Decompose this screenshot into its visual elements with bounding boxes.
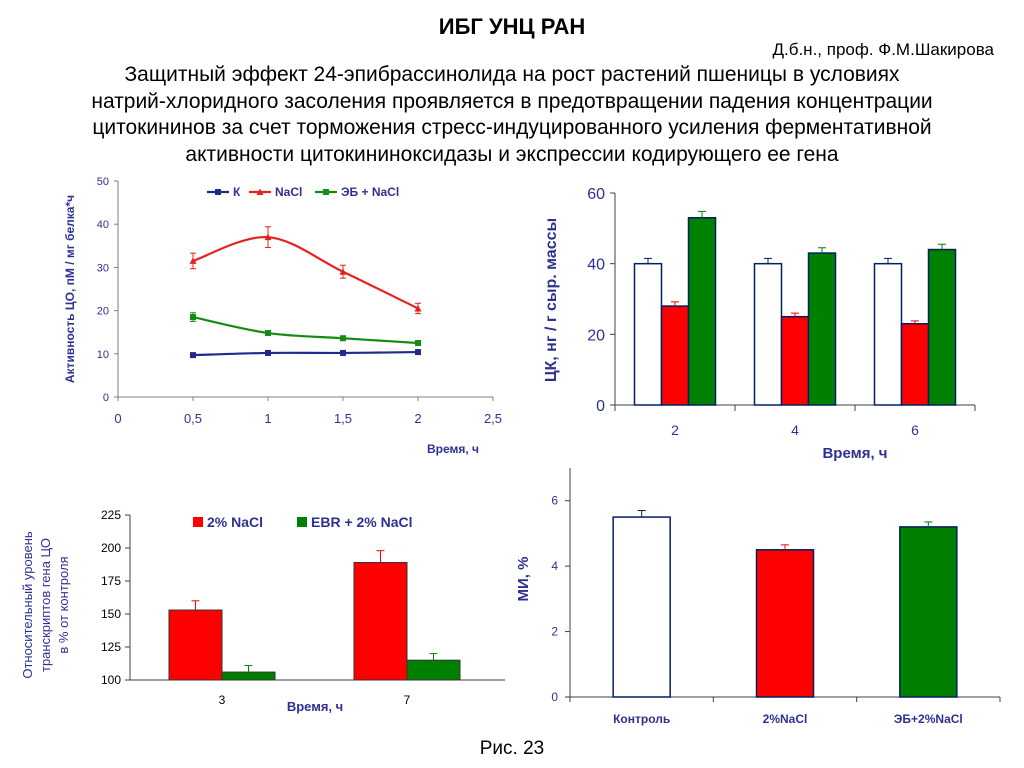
cytokinin-content-bar-chart: 0 20 40 60 2 4 6 Время, ч ЦК, нг / г сыр. массы bbox=[543, 186, 976, 462]
legend-label: К bbox=[233, 185, 241, 199]
y-tick-label: 150 bbox=[101, 607, 121, 621]
data-point bbox=[340, 349, 346, 356]
y-tick-label: 175 bbox=[101, 574, 121, 588]
data-point bbox=[339, 268, 347, 275]
data-point bbox=[323, 189, 329, 195]
x-tick-label: 2,5 bbox=[484, 411, 502, 426]
y-tick-label: 20 bbox=[97, 306, 109, 318]
y-tick-label: 125 bbox=[101, 640, 121, 654]
y-tick-label: 2 bbox=[551, 625, 558, 639]
legend-label: NaCl bbox=[275, 185, 302, 199]
headline-line: натрий-хлоридного засоления проявляется … bbox=[91, 89, 933, 113]
cko-activity-line-chart: 0 10 20 30 40 50 0 0,5 1 1,5 2 2,5 Время, ч Активност… bbox=[63, 176, 502, 456]
y-tick-label: 0 bbox=[103, 392, 109, 404]
bar bbox=[221, 671, 276, 681]
x-tick-label: 1 bbox=[264, 411, 271, 426]
x-tick-label: 2 bbox=[671, 422, 679, 438]
x-tick-label: 2%NaCl bbox=[763, 712, 808, 726]
headline-line: цитокининов за счет торможения стресс-ин… bbox=[92, 116, 932, 139]
data-point bbox=[340, 335, 346, 342]
bar bbox=[168, 609, 223, 681]
bar bbox=[899, 526, 958, 698]
y-tick-label: 50 bbox=[97, 176, 109, 188]
x-tick-label: 7 bbox=[404, 693, 411, 707]
gene-transcripts-bar-chart: 100 125 150 175 200 225 3 7 Время, ч 2% NaCl EBR +… bbox=[20, 508, 505, 714]
x-axis-title: Время, ч bbox=[822, 445, 887, 462]
y-axis-title: МИ, % bbox=[515, 557, 532, 602]
x-tick-label: ЭБ+2%NaCl bbox=[894, 712, 963, 726]
data-point bbox=[256, 188, 264, 195]
y-tick-label: 4 bbox=[551, 559, 558, 573]
y-axis-title-line: транскриптов гена ЦО bbox=[38, 538, 53, 672]
legend-label: 2% NaCl bbox=[207, 514, 263, 530]
bar bbox=[353, 562, 408, 681]
x-tick-label: 4 bbox=[791, 422, 799, 438]
y-tick-label: 10 bbox=[97, 349, 109, 361]
data-point bbox=[415, 340, 421, 346]
bar bbox=[873, 262, 903, 406]
y-axis-title: ЦК, нг / г сыр. массы bbox=[543, 218, 560, 382]
data-point bbox=[415, 349, 421, 356]
mitotic-index-bar-chart: 0 2 4 6 Контроль 2%NaCl ЭБ+2%NaCl МИ, % bbox=[515, 468, 1001, 726]
legend-swatch bbox=[193, 517, 203, 527]
data-point bbox=[189, 257, 197, 264]
legend-label: EBR + 2% NaCl bbox=[311, 514, 413, 530]
y-tick-label: 60 bbox=[587, 186, 605, 203]
bar bbox=[660, 305, 690, 406]
x-tick-label: 3 bbox=[219, 693, 226, 707]
slide-headline: Защитный эффект 24-эпибрассинолида на ро… bbox=[20, 62, 1004, 168]
data-point bbox=[265, 330, 271, 337]
headline-line: активности цитокининоксидазы и экспресси… bbox=[185, 142, 839, 166]
x-tick-label: 6 bbox=[911, 422, 919, 438]
data-point bbox=[264, 233, 272, 241]
y-tick-label: 225 bbox=[101, 508, 121, 522]
x-axis-title: Время, ч bbox=[427, 442, 479, 456]
data-point bbox=[215, 189, 221, 195]
y-tick-label: 200 bbox=[101, 541, 121, 555]
y-tick-label: 6 bbox=[551, 494, 558, 508]
bar bbox=[406, 659, 461, 681]
x-tick-label: 2 bbox=[414, 411, 421, 426]
bar bbox=[780, 315, 810, 406]
y-tick-label: 20 bbox=[587, 327, 605, 344]
series-line bbox=[192, 316, 419, 345]
y-tick-label: 40 bbox=[587, 257, 605, 274]
x-tick-label: 0 bbox=[114, 411, 121, 426]
y-tick-label: 0 bbox=[596, 398, 605, 415]
y-tick-label: 40 bbox=[97, 219, 109, 231]
data-point bbox=[265, 349, 271, 356]
bar bbox=[687, 216, 717, 406]
data-point bbox=[414, 304, 422, 312]
y-axis-title-line: в % от контроля bbox=[56, 556, 71, 653]
headline-line: Защитный эффект 24-эпибрассинолида на ро… bbox=[124, 63, 900, 86]
bar bbox=[900, 322, 930, 406]
data-point bbox=[190, 314, 196, 321]
bar bbox=[807, 252, 837, 406]
y-tick-label: 0 bbox=[551, 690, 558, 704]
y-axis-title: Активность ЦО, пМ / мг белка*ч bbox=[63, 195, 77, 383]
y-axis-title-line: Относительный уровень bbox=[20, 531, 35, 679]
legend-swatch bbox=[297, 517, 307, 527]
x-axis-title: Время, ч bbox=[287, 699, 343, 714]
x-tick-label: Контроль bbox=[613, 712, 670, 726]
bar bbox=[612, 516, 671, 698]
legend-label: ЭБ + NaCl bbox=[341, 185, 399, 199]
author-credit: Д.б.н., проф. Ф.М.Шакирова bbox=[772, 40, 994, 59]
series-line bbox=[192, 350, 419, 357]
bar bbox=[633, 262, 663, 406]
x-tick-label: 0,5 bbox=[184, 411, 202, 426]
series-line bbox=[192, 236, 419, 310]
data-point bbox=[190, 352, 196, 359]
bar bbox=[755, 549, 815, 698]
y-tick-label: 30 bbox=[97, 262, 109, 274]
bar bbox=[753, 262, 783, 406]
figure-caption: Рис. 23 bbox=[479, 738, 545, 759]
x-tick-label: 1,5 bbox=[334, 411, 352, 426]
bar bbox=[927, 248, 957, 406]
org-title: ИБГ УНЦ РАН bbox=[438, 14, 586, 39]
y-tick-label: 100 bbox=[101, 673, 121, 687]
